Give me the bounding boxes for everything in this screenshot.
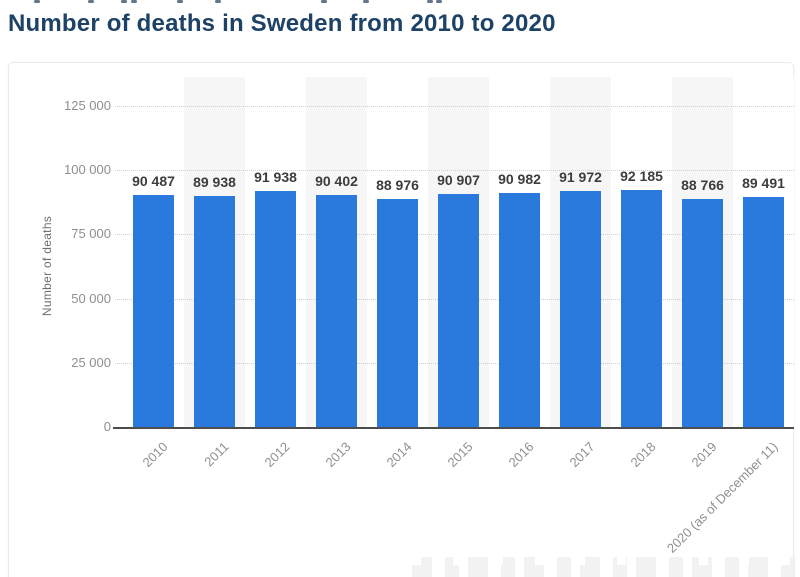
y-tick-label: 50 000 bbox=[71, 290, 111, 306]
bar-value-label: 90 487 bbox=[132, 173, 175, 189]
bar-2020[interactable] bbox=[743, 197, 784, 427]
y-tick-label: 125 000 bbox=[64, 98, 111, 113]
y-tick-label: 0 bbox=[103, 419, 111, 434]
y-tick-label: 100 000 bbox=[64, 162, 111, 178]
bar-2015[interactable] bbox=[438, 194, 479, 427]
chart-card: Number of deaths 0 25 000 50 000 75 000 100 … bbox=[8, 62, 794, 577]
bar-2011[interactable] bbox=[194, 196, 235, 427]
x-axis-line bbox=[113, 427, 794, 429]
y-tick-label: 75 000 bbox=[71, 226, 111, 242]
bar-value-label: 91 972 bbox=[559, 169, 602, 185]
bar-2013[interactable] bbox=[316, 195, 357, 427]
gridline-125000 bbox=[115, 106, 794, 107]
bar-value-label: 89 938 bbox=[193, 174, 236, 190]
bar-2010[interactable] bbox=[133, 195, 174, 427]
bar-value-label: 91 938 bbox=[254, 169, 297, 185]
bar-2016[interactable] bbox=[499, 193, 540, 427]
y-axis-title: Number of deaths bbox=[40, 215, 54, 317]
gridline-100000 bbox=[115, 170, 794, 172]
x-tick-label: 2010 bbox=[139, 439, 171, 471]
cropped-bottom-text-fragments bbox=[412, 557, 800, 577]
bar-value-label: 89 491 bbox=[742, 175, 785, 191]
page-title: Number of deaths in Sweden from 2010 to … bbox=[8, 10, 556, 37]
bar-2014[interactable] bbox=[377, 199, 418, 427]
y-tick-label: 25 000 bbox=[71, 354, 111, 370]
bar-2019[interactable] bbox=[682, 199, 723, 427]
bar-value-label: 88 976 bbox=[376, 177, 419, 193]
bar-value-label: 90 907 bbox=[437, 172, 480, 188]
cropped-top-text-fragments bbox=[0, 0, 800, 4]
bar-2012[interactable] bbox=[255, 191, 296, 427]
bar-2018[interactable] bbox=[621, 190, 662, 427]
bar-value-label: 92 185 bbox=[620, 168, 663, 184]
bar-value-label: 88 766 bbox=[681, 177, 724, 193]
bar-value-label: 90 402 bbox=[315, 173, 358, 189]
bar-2017[interactable] bbox=[560, 191, 601, 427]
bar-value-label: 90 982 bbox=[498, 171, 541, 187]
